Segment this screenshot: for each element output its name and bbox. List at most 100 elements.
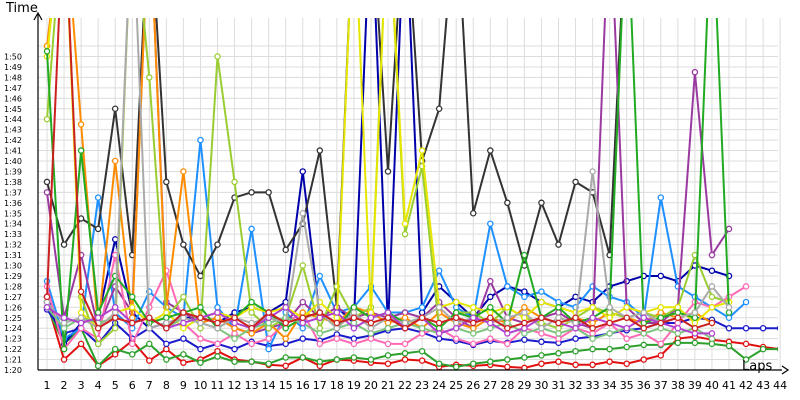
data-point (708, 330, 716, 337)
data-point (521, 336, 528, 343)
data-point (316, 358, 324, 365)
data-point (231, 319, 238, 327)
data-point (521, 354, 528, 361)
data-point (214, 319, 221, 327)
y-axis-arrow (33, 11, 43, 21)
data-point (418, 304, 426, 311)
data-point (691, 324, 699, 332)
data-point (572, 314, 579, 321)
x-tick-label: 31 (552, 379, 566, 392)
data-point (487, 220, 494, 227)
data-point (60, 356, 68, 363)
x-tick-label: 2 (61, 379, 68, 392)
data-point (111, 309, 119, 316)
data-point (725, 314, 733, 321)
data-point (487, 335, 494, 342)
data-point (111, 351, 119, 358)
data-point (197, 319, 204, 327)
x-tick-label: 34 (603, 379, 617, 392)
data-point (606, 309, 613, 316)
data-point (657, 352, 665, 359)
x-tick-label: 32 (569, 379, 583, 392)
data-point (248, 330, 255, 337)
data-point (231, 358, 238, 365)
data-point (265, 360, 272, 367)
data-point (94, 340, 102, 348)
x-tick-label: 1 (44, 379, 51, 392)
y-tick-label: 1:34 (4, 220, 22, 229)
data-point (384, 319, 392, 327)
data-point (469, 304, 477, 311)
data-point (111, 157, 119, 165)
data-point (521, 309, 528, 316)
y-tick-label: 1:20 (4, 366, 22, 375)
data-point (708, 340, 716, 348)
y-tick-label: 1:33 (4, 230, 22, 239)
x-tick-label: 35 (620, 379, 634, 392)
data-point (282, 354, 289, 361)
data-point (248, 189, 255, 196)
data-point (94, 194, 102, 201)
data-point (589, 324, 596, 332)
y-tick-label: 1:21 (4, 356, 22, 365)
data-point (350, 354, 358, 361)
data-point (248, 298, 255, 306)
data-point (606, 345, 613, 353)
x-tick-label: 24 (432, 379, 446, 392)
data-point (521, 330, 528, 337)
data-point (180, 314, 187, 321)
data-point (367, 335, 375, 342)
data-point (504, 283, 511, 290)
data-point (299, 209, 306, 217)
data-point (333, 309, 341, 316)
data-point (299, 309, 306, 316)
data-point (742, 283, 750, 290)
data-point (640, 330, 648, 337)
data-point (401, 340, 409, 348)
x-tick-label: 40 (705, 379, 719, 392)
data-point (521, 304, 528, 311)
data-point (674, 314, 682, 321)
y-tick-label: 1:22 (4, 345, 22, 354)
data-point (435, 330, 443, 337)
data-point (231, 330, 238, 337)
x-tick-label: 43 (756, 379, 770, 392)
data-point (128, 351, 136, 358)
data-point (555, 335, 562, 342)
data-point (60, 319, 68, 327)
data-point (742, 340, 750, 348)
data-point (589, 304, 596, 311)
data-point (521, 251, 528, 259)
data-point (538, 330, 545, 337)
data-point (43, 48, 51, 55)
data-point (538, 298, 545, 306)
data-point (401, 230, 409, 238)
data-point (248, 324, 255, 332)
x-tick-label: 13 (245, 379, 259, 392)
data-point (163, 345, 170, 353)
data-point (691, 319, 699, 327)
data-point (674, 324, 682, 332)
data-point (316, 272, 324, 280)
data-point (214, 347, 221, 355)
data-point (487, 309, 494, 316)
data-point (589, 361, 596, 369)
data-point (572, 178, 579, 186)
data-point (657, 314, 665, 321)
data-point (606, 314, 613, 321)
data-point (248, 319, 255, 327)
data-point (128, 314, 136, 321)
data-point (674, 319, 682, 327)
data-point (401, 356, 409, 363)
x-tick-label: 9 (180, 379, 187, 392)
data-point (776, 346, 778, 352)
data-point (282, 246, 289, 254)
data-point (418, 347, 426, 355)
data-point (316, 324, 324, 332)
data-point (521, 364, 528, 370)
x-tick-label: 42 (739, 379, 753, 392)
x-axis-arrow (781, 365, 790, 375)
data-point (163, 319, 170, 327)
data-point (469, 314, 477, 321)
y-tick-label: 1:37 (4, 188, 22, 197)
